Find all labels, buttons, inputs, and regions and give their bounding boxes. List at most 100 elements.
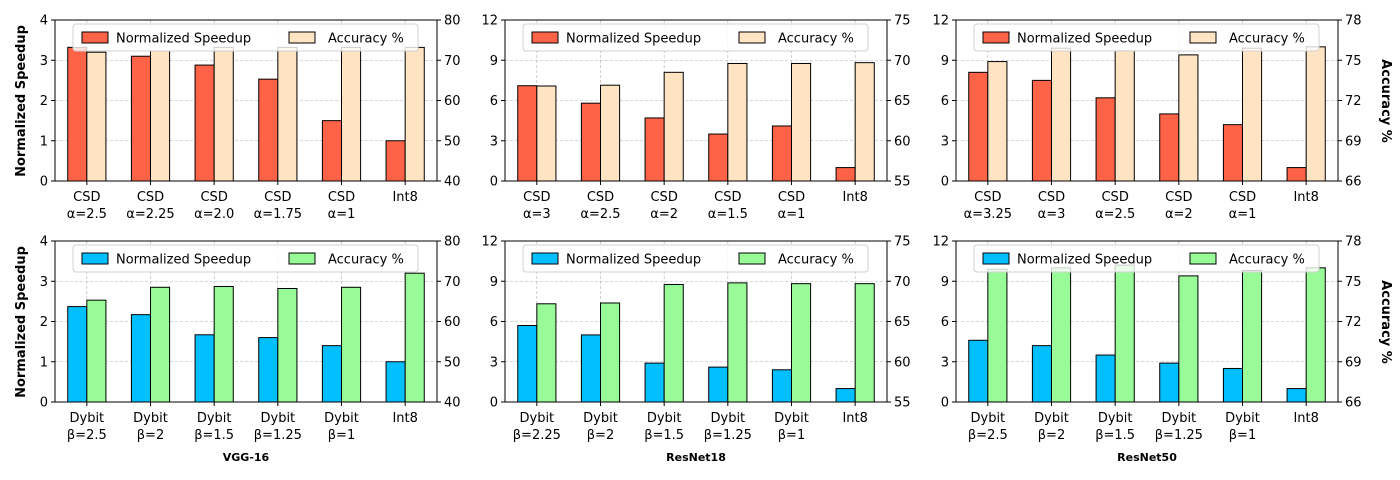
xtick-label: Dybit β=2.5 xyxy=(968,411,1008,443)
xtick-label: Dybit β=1.25 xyxy=(1155,411,1203,443)
ytick-right-label: 40 xyxy=(444,175,461,190)
xtick-label-line: β=1 xyxy=(778,428,805,443)
xtick-label: CSD α=1 xyxy=(778,190,806,222)
xtick-label-line: Dybit xyxy=(133,411,168,426)
legend-swatch-speedup xyxy=(81,252,109,265)
model-label: ResNet18 xyxy=(666,451,726,464)
legend-swatch-speedup xyxy=(81,31,109,44)
bar-speedup xyxy=(644,117,665,182)
ylabel-left-bottom: Normalized Speedup xyxy=(14,246,29,398)
ytick-left-label: 3 xyxy=(490,134,498,149)
xtick-label: Dybit β=1.25 xyxy=(254,411,302,443)
xtick-label-line: CSD xyxy=(1038,190,1065,205)
bar-speedup xyxy=(644,362,665,403)
xtick-label-line: CSD xyxy=(264,190,291,205)
xtick-label-line: α=2.25 xyxy=(126,207,174,222)
xtick-label: CSD α=3 xyxy=(523,190,551,222)
bar-speedup xyxy=(1222,367,1244,403)
legend-swatch-accuracy xyxy=(738,31,766,44)
xtick-label-line: α=1 xyxy=(328,207,356,222)
ylabel-right-bottom: Accuracy % xyxy=(1378,280,1393,364)
xtick-label-line: Dybit xyxy=(1225,411,1260,426)
bar-speedup xyxy=(194,64,215,182)
ytick-left-label: 9 xyxy=(490,54,498,69)
xtick-label: Dybit β=1.25 xyxy=(704,411,752,443)
xtick-label: CSD α=2.5 xyxy=(580,190,620,222)
legend-box xyxy=(72,244,419,273)
xtick-label-line: β=1.25 xyxy=(1155,428,1203,443)
xtick-label-line: β=2.5 xyxy=(67,428,107,443)
ytick-right-label: 78 xyxy=(1345,235,1362,250)
legend-swatch-accuracy xyxy=(288,31,316,44)
xtick-label: Int8 xyxy=(1293,411,1318,426)
ytick-left-label: 9 xyxy=(941,275,949,290)
xtick-label-line: Dybit xyxy=(1034,411,1069,426)
ytick-right-label: 80 xyxy=(444,14,461,29)
xtick-label-line: α=3 xyxy=(523,207,551,222)
xtick-label-line: CSD xyxy=(328,190,355,205)
bar-speedup xyxy=(1031,79,1053,182)
xtick-label: Int8 xyxy=(392,190,417,205)
xtick-label-line: α=2.5 xyxy=(67,207,107,222)
bar-accuracy xyxy=(1178,54,1199,182)
legend-swatch-accuracy xyxy=(738,252,766,265)
ytick-right-label: 70 xyxy=(894,54,911,69)
ytick-right-label: 60 xyxy=(444,315,461,330)
xtick-label: CSD α=1 xyxy=(1229,190,1257,222)
xtick-label-line: Dybit xyxy=(197,411,232,426)
bar-accuracy xyxy=(1114,264,1135,403)
bar-accuracy xyxy=(791,62,812,182)
xtick-label: Dybit β=2.5 xyxy=(67,411,107,443)
xtick-label-line: Int8 xyxy=(1293,411,1318,426)
xtick-label-line: Dybit xyxy=(583,411,618,426)
bar-accuracy xyxy=(600,84,621,182)
bar-speedup xyxy=(1286,167,1307,182)
xtick-label: CSD α=2 xyxy=(650,190,678,222)
ytick-left-label: 3 xyxy=(941,355,949,370)
ytick-left-label: 0 xyxy=(490,175,498,190)
bar-speedup xyxy=(708,133,729,182)
bar-accuracy xyxy=(1305,267,1326,403)
xtick-label-line: α=3 xyxy=(1038,207,1066,222)
xtick-label-line: α=1.75 xyxy=(254,207,302,222)
ytick-right-label: 55 xyxy=(894,396,911,411)
xtick-label-line: Dybit xyxy=(519,411,554,426)
bar-speedup xyxy=(517,85,538,182)
bar-speedup xyxy=(1222,124,1244,182)
legend-label-speedup: Normalized Speedup xyxy=(566,32,701,47)
ytick-right-label: 60 xyxy=(444,94,461,109)
legend-label-accuracy: Accuracy % xyxy=(1229,32,1305,47)
legend-box xyxy=(522,244,869,273)
bar-speedup xyxy=(321,120,342,182)
ytick-right-label: 66 xyxy=(1345,396,1362,411)
bar-speedup xyxy=(67,306,88,403)
legend-label-accuracy: Accuracy % xyxy=(778,32,854,47)
xtick-label-line: α=2 xyxy=(1165,207,1193,222)
xtick-label: Dybit β=2 xyxy=(1034,411,1069,443)
xtick-label-line: β=1.5 xyxy=(1095,428,1135,443)
xtick-label-line: CSD xyxy=(650,190,677,205)
bar-accuracy xyxy=(150,50,171,182)
bar-speedup xyxy=(385,140,406,182)
ytick-left-label: 12 xyxy=(932,235,949,250)
ytick-left-label: 1 xyxy=(40,134,48,149)
legend-label-speedup: Normalized Speedup xyxy=(116,253,251,268)
bar-accuracy xyxy=(150,286,171,403)
chart-panel-top-middle: 0 3 6 9 12 55 60 65 70 75 CSD α=3 CSD α=2.5 CSD α=2 CSD α… xyxy=(481,14,910,223)
xtick-label-line: Int8 xyxy=(1293,190,1318,205)
xtick-label-line: α=1.5 xyxy=(708,207,748,222)
ytick-left-label: 9 xyxy=(490,275,498,290)
ytick-right-label: 69 xyxy=(1345,355,1362,370)
xtick-label-line: α=2.5 xyxy=(1095,207,1135,222)
ytick-left-label: 3 xyxy=(941,134,949,149)
bar-speedup xyxy=(580,102,602,182)
legend-swatch-speedup xyxy=(531,31,559,44)
bar-speedup xyxy=(130,314,151,403)
ytick-right-label: 40 xyxy=(444,396,461,411)
ytick-left-label: 1 xyxy=(40,355,48,370)
ytick-left-label: 0 xyxy=(941,396,949,411)
legend-swatch-accuracy xyxy=(1189,252,1217,265)
